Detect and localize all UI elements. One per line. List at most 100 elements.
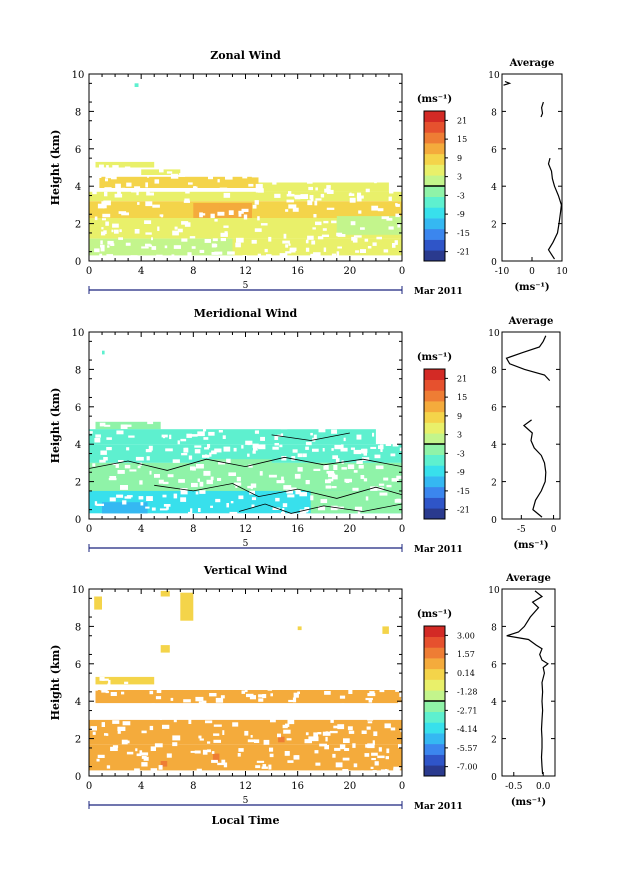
data-gap: [121, 187, 126, 191]
data-gap: [135, 456, 144, 461]
data-gap: [111, 229, 114, 233]
data-gap: [227, 686, 233, 689]
data-gap: [198, 735, 202, 739]
data-gap: [269, 747, 274, 752]
data-gap: [178, 479, 185, 483]
data-gap: [173, 706, 180, 709]
x-tick-label: 12: [239, 781, 252, 792]
data-gap: [275, 497, 280, 502]
data-gap: [112, 165, 119, 170]
x-tick-label: 0: [86, 781, 92, 792]
data-gap: [213, 739, 221, 743]
data-gap: [106, 765, 111, 769]
data-gap: [349, 197, 356, 203]
data-gap: [150, 714, 153, 717]
data-gap: [220, 695, 225, 699]
data-gap: [116, 430, 124, 435]
colorbar-segment: [424, 476, 445, 488]
data-gap: [401, 697, 407, 701]
data-gap: [172, 459, 180, 463]
data-gap: [371, 752, 378, 756]
data-gap: [326, 471, 335, 474]
colorbar-tick-label: -2.71: [457, 706, 478, 715]
data-gap: [106, 706, 110, 709]
data-gap: [320, 499, 328, 503]
data-gap: [327, 712, 335, 716]
y-tick-label: 8: [75, 622, 81, 633]
data-gap: [275, 680, 279, 684]
data-gap: [229, 511, 238, 516]
colorbar-tick-label: -21: [457, 506, 470, 515]
data-gap: [236, 476, 241, 482]
data-gap: [217, 680, 223, 685]
data-gap: [325, 188, 329, 192]
data-gap: [179, 173, 186, 177]
data-gap: [313, 732, 318, 737]
x-tick-label: 0: [399, 781, 405, 792]
data-gap: [253, 447, 258, 451]
data-gap: [199, 249, 205, 253]
data-gap: [191, 686, 198, 690]
data-gap: [259, 683, 267, 687]
data-gap: [130, 255, 138, 258]
data-gap: [323, 709, 327, 713]
x-tick-label: 16: [291, 266, 304, 277]
data-gap: [333, 725, 339, 729]
data-gap: [138, 496, 144, 500]
data-gap: [259, 471, 263, 476]
average-y-tick-label: 0: [491, 258, 497, 268]
data-gap: [215, 498, 221, 503]
y-tick-label: 4: [75, 697, 81, 708]
data-gap: [340, 447, 348, 452]
data-gap: [191, 434, 198, 437]
data-gap: [242, 255, 247, 258]
data-gap: [198, 701, 204, 704]
colorbar-segment: [424, 401, 445, 413]
colorbar-segment: [424, 647, 445, 659]
data-gap: [110, 746, 118, 751]
data-gap: [128, 435, 135, 438]
data-gap: [195, 163, 198, 168]
data-gap: [183, 200, 190, 203]
data-gap: [114, 229, 119, 234]
data-gap: [149, 711, 157, 715]
colorbar-tick-label: 3.00: [457, 631, 475, 640]
data-gap: [274, 193, 281, 198]
data-gap: [112, 463, 118, 466]
data-gap: [361, 170, 364, 175]
data-gap: [343, 437, 346, 442]
data-gap: [285, 251, 292, 254]
data-gap: [158, 765, 163, 770]
data-gap: [118, 211, 127, 214]
data-gap: [309, 173, 314, 178]
data-gap: [169, 434, 172, 440]
data-gap: [250, 735, 253, 738]
data-gap: [339, 744, 346, 750]
data-gap: [172, 735, 181, 741]
data-gap: [101, 678, 109, 681]
data-gap: [119, 229, 122, 233]
heatmap-cell: [180, 592, 194, 621]
data-gap: [210, 213, 215, 219]
data-gap: [378, 747, 382, 752]
colorbar-segment: [424, 143, 445, 155]
data-gap: [213, 733, 220, 736]
data-gap: [357, 192, 362, 198]
colorbar-segment: [424, 175, 445, 187]
date-label: Mar 2011: [414, 802, 463, 812]
data-gap: [233, 447, 237, 452]
data-gap: [151, 703, 155, 708]
data-gap: [324, 745, 329, 750]
data-gap: [135, 712, 143, 717]
data-gap: [92, 190, 97, 195]
data-gap: [140, 502, 144, 506]
x-tick-label: 8: [190, 781, 196, 792]
data-gap: [371, 758, 376, 761]
data-gap: [356, 460, 363, 464]
data-gap: [325, 736, 328, 742]
data-gap: [149, 690, 154, 695]
data-gap: [194, 445, 202, 448]
data-gap: [262, 764, 267, 767]
data-gap: [121, 691, 125, 695]
data-gap: [141, 246, 149, 249]
